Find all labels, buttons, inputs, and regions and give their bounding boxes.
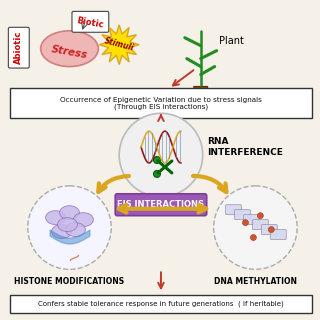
Ellipse shape [41,31,98,67]
Text: RNA
INTERFERENCE: RNA INTERFERENCE [207,137,283,157]
Polygon shape [99,25,139,65]
Ellipse shape [46,211,66,225]
Text: Stress: Stress [51,44,89,61]
Text: Abiotic: Abiotic [14,31,23,64]
Text: Occurrence of Epigenetic Variation due to stress signals
(Through EIS interactio: Occurrence of Epigenetic Variation due t… [60,97,262,110]
FancyBboxPatch shape [244,215,260,225]
Ellipse shape [60,206,79,220]
Text: Biotic: Biotic [76,16,105,30]
Circle shape [119,113,203,197]
FancyBboxPatch shape [270,229,286,240]
Text: HISTONE MODIFICATIONS: HISTONE MODIFICATIONS [14,277,124,286]
Ellipse shape [52,225,71,238]
Text: Plant: Plant [219,36,244,46]
Text: Stimuli: Stimuli [103,36,135,53]
FancyBboxPatch shape [226,205,242,215]
Circle shape [243,220,248,226]
FancyBboxPatch shape [252,220,268,229]
Circle shape [154,171,160,177]
FancyBboxPatch shape [10,295,312,313]
FancyBboxPatch shape [261,225,277,235]
FancyBboxPatch shape [235,210,251,220]
Circle shape [257,213,263,219]
Wedge shape [194,86,208,93]
Ellipse shape [58,218,77,232]
Circle shape [214,186,297,269]
FancyBboxPatch shape [10,88,312,118]
FancyBboxPatch shape [8,27,29,68]
Text: DNA METHYLATION: DNA METHYLATION [214,277,297,286]
Ellipse shape [66,223,85,236]
FancyBboxPatch shape [115,194,207,216]
Circle shape [268,227,274,233]
Text: EIS INTERACTIONS: EIS INTERACTIONS [117,200,204,209]
Circle shape [251,235,256,241]
Circle shape [154,156,160,164]
Ellipse shape [74,213,93,227]
Circle shape [28,186,111,269]
Text: Confers stable tolerance response in future generations  ( if heritable): Confers stable tolerance response in fut… [38,301,284,308]
FancyBboxPatch shape [72,12,109,32]
